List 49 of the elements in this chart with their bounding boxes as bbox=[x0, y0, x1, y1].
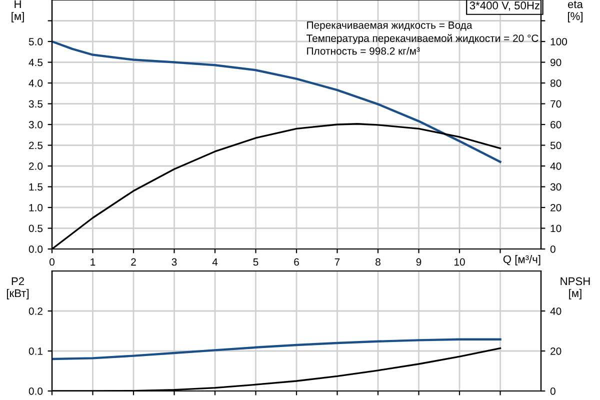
y-tick-label: 1.0 bbox=[29, 204, 43, 212]
y-tick-label: 2.0 bbox=[29, 162, 43, 170]
y2-tick-label: 70 bbox=[550, 100, 562, 108]
y2-tick-label: 40 bbox=[550, 162, 562, 170]
x-tick-label: 10 bbox=[454, 258, 465, 266]
y-tick-label: 0.2 bbox=[28, 308, 42, 315]
annotation: Плотность = 998.2 кг/м³ bbox=[307, 47, 420, 55]
x-tick-label: 4 bbox=[212, 258, 218, 266]
y-tick-label: 3.0 bbox=[28, 121, 43, 128]
y-tick-label: 5.0 bbox=[28, 38, 43, 46]
y2-tick-label: 40 bbox=[550, 308, 562, 315]
y2-tick-label: 10 bbox=[550, 224, 562, 232]
y2-tick-label: 50 bbox=[550, 142, 562, 150]
y-axis-title: H [м] bbox=[12, 0, 24, 22]
y-tick-label: 0.5 bbox=[28, 224, 43, 232]
y-tick-label: 4.0 bbox=[28, 80, 43, 87]
y2-tick-label: 20 bbox=[550, 204, 562, 212]
x-tick-label: 8 bbox=[376, 258, 380, 266]
x-tick-label: 2 bbox=[131, 258, 136, 266]
x-tick-label: 5 bbox=[253, 258, 258, 266]
line-series bbox=[52, 338, 502, 360]
y-tick-label: 0.0 bbox=[28, 388, 43, 395]
y-tick-label: 0.0 bbox=[28, 246, 43, 253]
x-tick-label: 3 bbox=[172, 258, 177, 266]
x-tick-label: 6 bbox=[294, 258, 299, 266]
y2-tick-label: 30 bbox=[550, 183, 562, 191]
y2-axis-title: NPSH [м] bbox=[560, 277, 590, 300]
y-tick-label: 0.1 bbox=[28, 348, 42, 355]
x-tick-label: 9 bbox=[416, 258, 422, 266]
y2-tick-label: 20 bbox=[550, 348, 562, 355]
y2-tick-label: 80 bbox=[550, 80, 562, 87]
y-tick-label: 2.5 bbox=[29, 142, 43, 150]
y-tick-label: 4.5 bbox=[28, 58, 43, 66]
y2-tick-label: 100 bbox=[550, 38, 567, 46]
y-tick-label: 1.5 bbox=[29, 183, 43, 191]
y-tick-label: 3.5 bbox=[28, 100, 43, 108]
annotation: Температура перекачиваемой жидкости = 20 °C bbox=[306, 34, 538, 44]
y2-tick-label: 0 bbox=[550, 388, 556, 395]
x-tick-label: 0 bbox=[50, 258, 54, 266]
y2-axis-title: eta [%] bbox=[568, 0, 583, 22]
y2-tick-label: 60 bbox=[550, 121, 562, 128]
x-tick-label: 1 bbox=[90, 258, 96, 266]
x-axis-title: Q [м³/ч] bbox=[503, 255, 540, 266]
y-axis-title: P2 [кВт] bbox=[6, 277, 29, 300]
annotation: Перекачиваемая жидкость = Вода bbox=[307, 22, 472, 31]
y2-tick-label: 90 bbox=[550, 58, 562, 66]
annotation: 3*400 V, 50Hz bbox=[470, 2, 540, 11]
x-tick-label: 7 bbox=[334, 258, 340, 266]
y2-tick-label: 0 bbox=[550, 246, 556, 253]
